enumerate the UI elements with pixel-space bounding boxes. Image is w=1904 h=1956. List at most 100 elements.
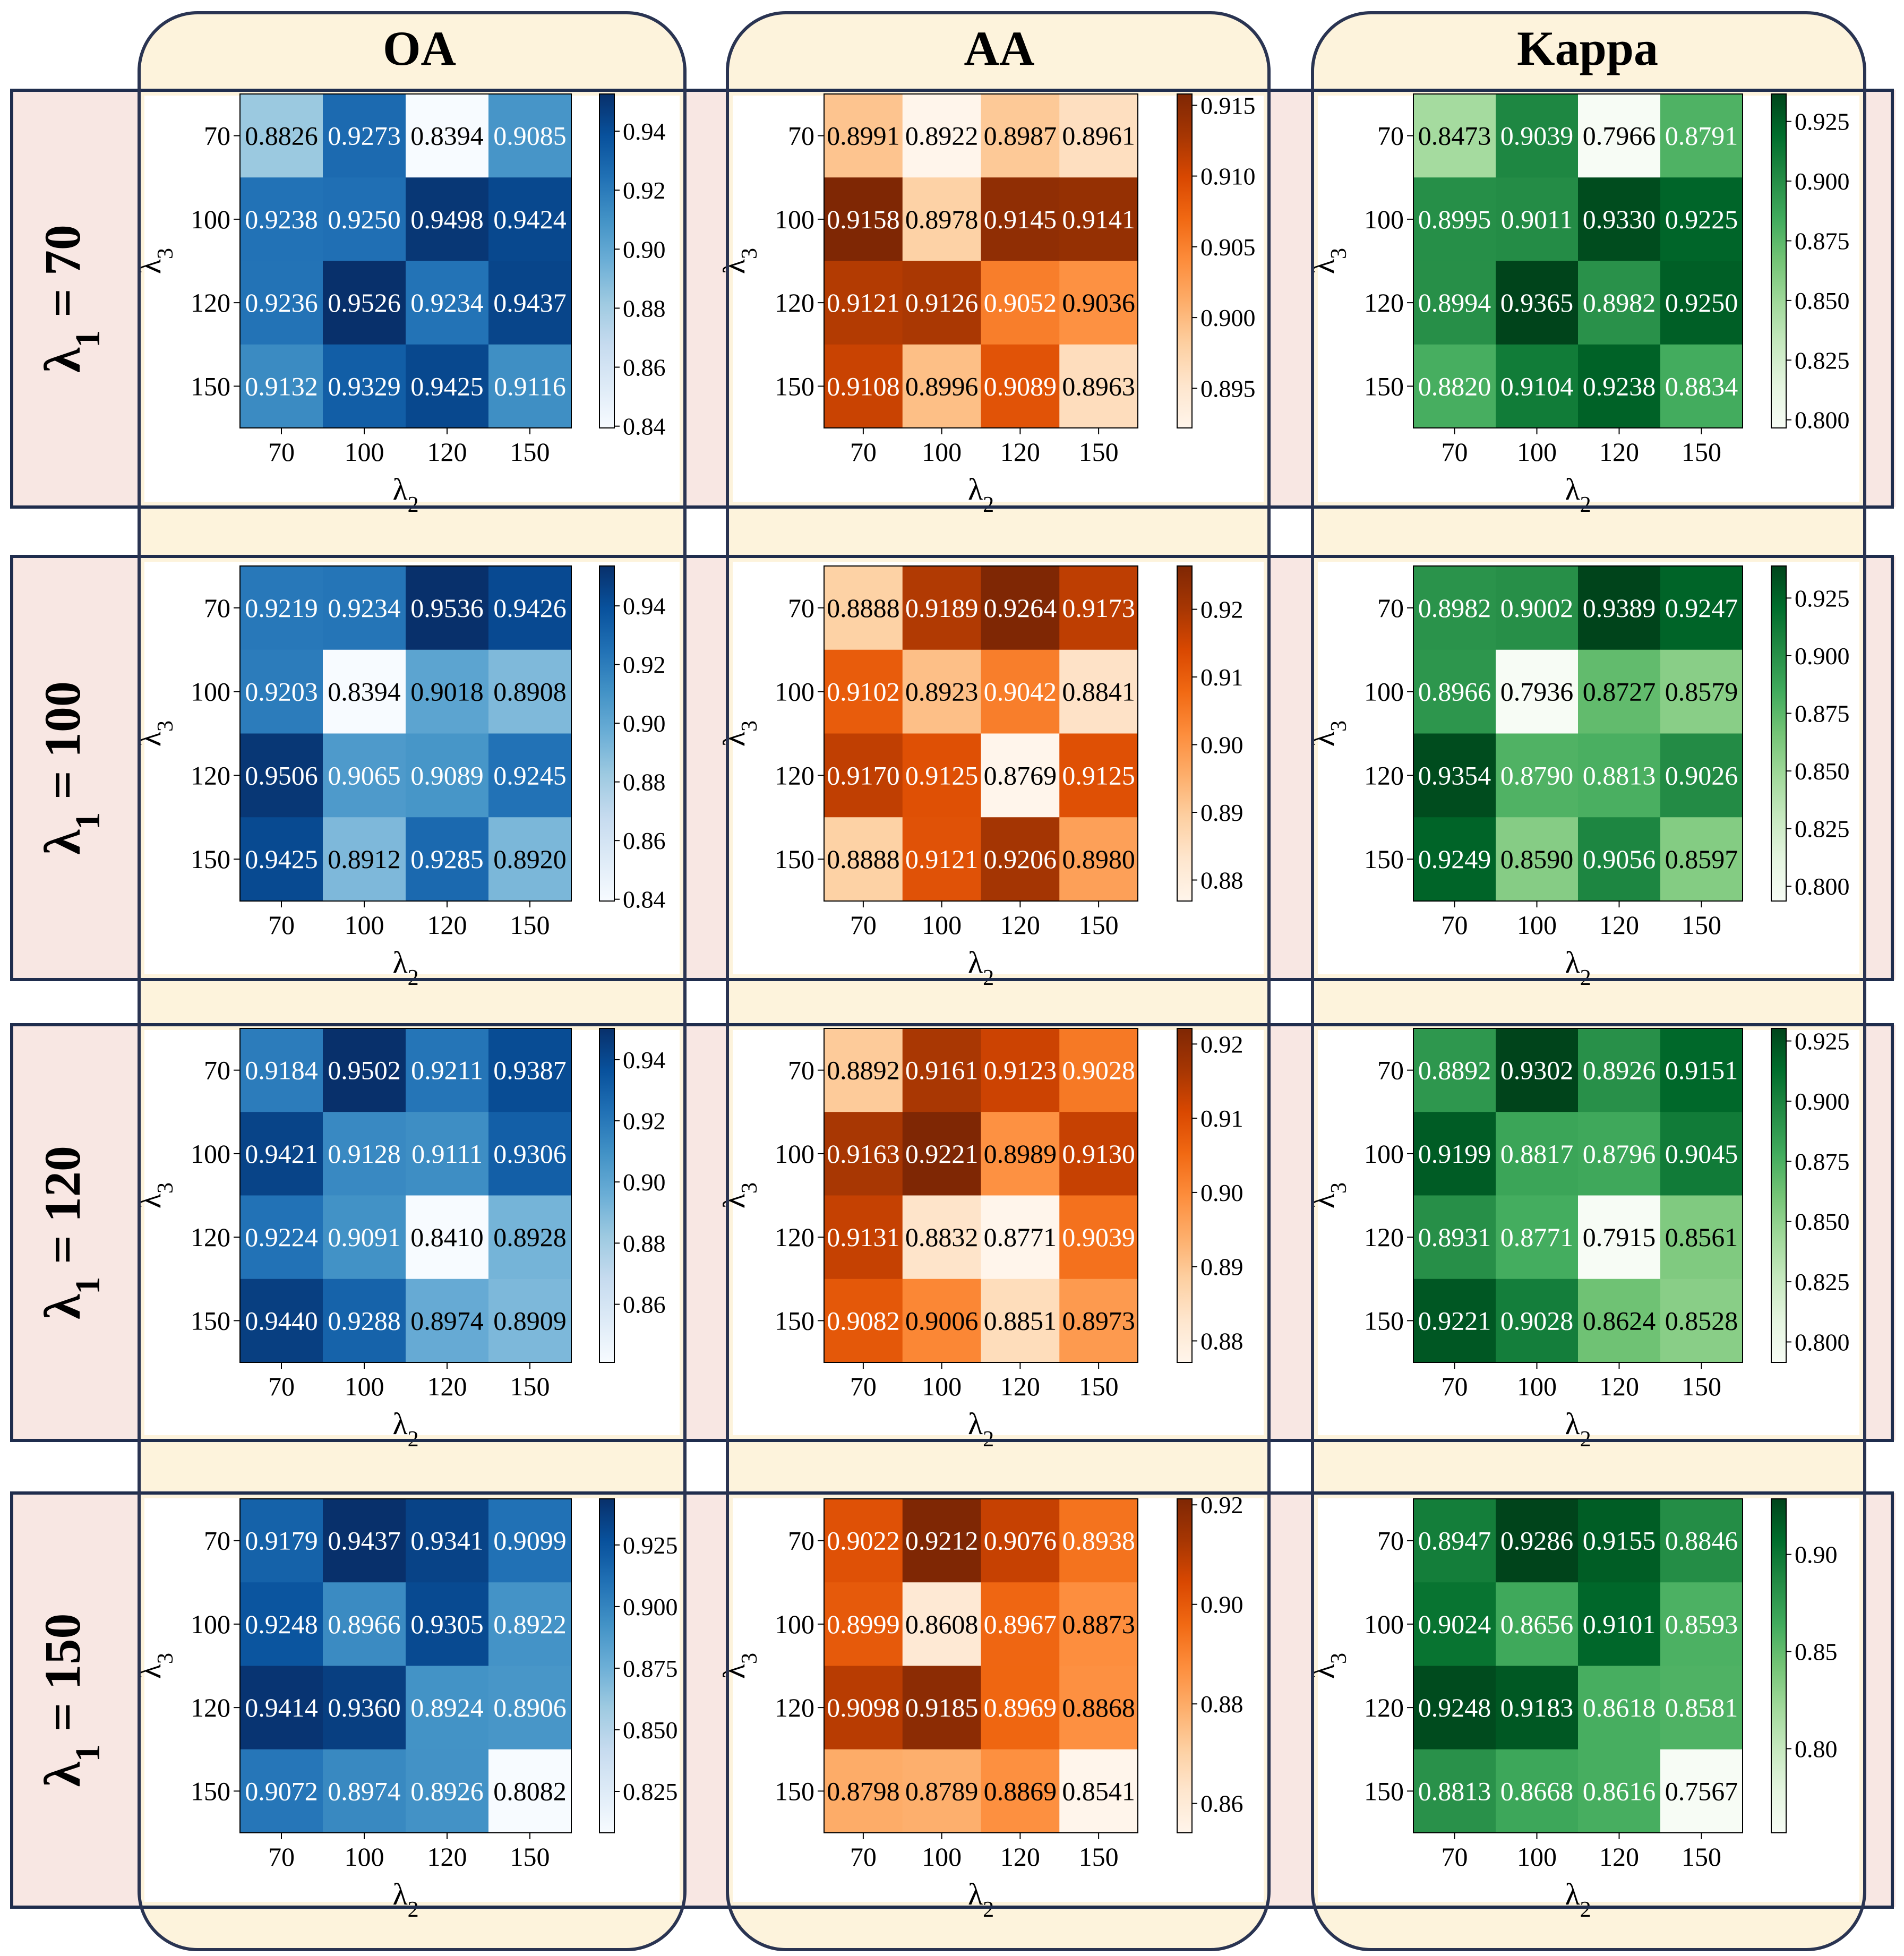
y-tick-label: 100 bbox=[191, 1139, 230, 1169]
colorbar-tick-label: 0.900 bbox=[1795, 1088, 1850, 1115]
heatmap-cell bbox=[240, 94, 323, 178]
cell-value-label: 0.9502 bbox=[328, 1056, 401, 1085]
colorbar-tick-label: 0.90 bbox=[623, 1169, 666, 1196]
cell-value-label: 0.9089 bbox=[410, 760, 484, 790]
cell-value-label: 0.9424 bbox=[493, 204, 567, 234]
cell-value-label: 0.9072 bbox=[245, 1776, 318, 1806]
heatmap-cell bbox=[1413, 817, 1496, 902]
colorbar bbox=[1177, 1498, 1193, 1833]
colorbar-tick-label: 0.88 bbox=[1200, 867, 1243, 894]
heatmap-cell bbox=[824, 261, 903, 345]
cell-value-label: 0.9247 bbox=[1665, 593, 1738, 623]
x-tick-label: 120 bbox=[1000, 437, 1040, 467]
cell-value-label: 0.9158 bbox=[827, 204, 900, 234]
cell-value-label: 0.9250 bbox=[328, 204, 401, 234]
cell-value-label: 0.9132 bbox=[245, 371, 318, 401]
heatmap-cell bbox=[824, 1112, 903, 1196]
heatmap-cell bbox=[1660, 1028, 1743, 1112]
heatmap-cell bbox=[1059, 1112, 1138, 1196]
cell-value-label: 0.8771 bbox=[1500, 1222, 1574, 1252]
heatmap-cell bbox=[323, 1195, 406, 1280]
column-header-aa: AA bbox=[964, 21, 1035, 75]
cell-value-label: 0.8963 bbox=[1062, 371, 1135, 401]
heatmap-cell bbox=[1496, 817, 1579, 902]
cell-value-label: 0.9101 bbox=[1583, 1609, 1656, 1639]
y-tick-label: 70 bbox=[1377, 1526, 1404, 1556]
y-tick-label: 100 bbox=[1364, 1139, 1404, 1169]
x-tick-label: 100 bbox=[922, 437, 962, 467]
cell-value-label: 0.8892 bbox=[827, 1056, 900, 1085]
cell-value-label: 0.8394 bbox=[328, 677, 401, 707]
heatmap-cell bbox=[1059, 1499, 1138, 1583]
cell-value-label: 0.9121 bbox=[827, 288, 900, 318]
y-axis-label: λ3 bbox=[717, 1182, 762, 1208]
cell-value-label: 0.8796 bbox=[1583, 1139, 1656, 1169]
heatmap-cell bbox=[1578, 1666, 1661, 1750]
colorbar-tick-label: 0.900 bbox=[1795, 642, 1850, 670]
heatmap-cell bbox=[981, 1112, 1060, 1196]
heatmap-cell bbox=[406, 177, 489, 261]
cell-value-label: 0.9536 bbox=[410, 593, 484, 623]
y-tick-label: 100 bbox=[1364, 677, 1404, 707]
heatmap-cell bbox=[902, 261, 981, 345]
row-header-lambda1-150: λ1 = 150 bbox=[34, 1614, 107, 1787]
y-tick-label: 100 bbox=[775, 204, 814, 234]
y-tick-label: 70 bbox=[1377, 1056, 1404, 1085]
heatmap-cell bbox=[824, 817, 903, 902]
heatmap-cell bbox=[824, 1028, 903, 1112]
cell-value-label: 0.9111 bbox=[411, 1139, 483, 1169]
cell-value-label: 0.8928 bbox=[493, 1222, 567, 1252]
heatmap-cell bbox=[240, 1749, 323, 1833]
heatmap-cell bbox=[240, 1195, 323, 1280]
cell-value-label: 0.8926 bbox=[1583, 1056, 1656, 1085]
cell-value-label: 0.9155 bbox=[1583, 1526, 1656, 1556]
colorbar-tick-label: 0.85 bbox=[1795, 1638, 1838, 1666]
heatmap-cell bbox=[1413, 261, 1496, 345]
heatmap-cell bbox=[981, 177, 1060, 261]
heatmap-cell bbox=[1578, 1112, 1661, 1196]
heatmap-cell bbox=[488, 94, 572, 178]
heatmap-cell bbox=[1059, 94, 1138, 178]
x-tick-label: 70 bbox=[850, 1371, 877, 1401]
cell-value-label: 0.9221 bbox=[905, 1139, 979, 1169]
y-tick-label: 120 bbox=[775, 1693, 814, 1722]
cell-value-label: 0.8926 bbox=[410, 1776, 484, 1806]
cell-value-label: 0.7966 bbox=[1583, 121, 1656, 151]
cell-value-label: 0.9238 bbox=[245, 204, 318, 234]
plot-border bbox=[824, 93, 1138, 428]
heatmap-cell bbox=[1660, 1279, 1743, 1363]
heatmap-oa-lambda1-120: 0.9184 0.9502 0.9211 0.9387 0.9421 0.9128 0.91… bbox=[133, 1028, 680, 1452]
heatmap-cell bbox=[1578, 566, 1661, 650]
heatmap-oa-lambda1-100: 0.9219 0.9234 0.9536 0.9426 0.9203 0.8394 0.90… bbox=[133, 562, 680, 990]
heatmap-cell bbox=[1496, 261, 1579, 345]
colorbar-tick-label: 0.94 bbox=[623, 1046, 666, 1074]
x-tick-label: 120 bbox=[1599, 437, 1639, 467]
colorbar-tick-label: 0.875 bbox=[1795, 228, 1850, 255]
cell-value-label: 0.8846 bbox=[1665, 1526, 1738, 1556]
cell-value-label: 0.8851 bbox=[984, 1306, 1057, 1335]
heatmap-cell bbox=[323, 649, 406, 734]
heatmap-cell bbox=[1413, 1279, 1496, 1363]
y-axis-label: λ3 bbox=[717, 1653, 762, 1679]
heatmap-cell bbox=[981, 1028, 1060, 1112]
y-tick-label: 100 bbox=[191, 677, 230, 707]
cell-value-label: 0.8727 bbox=[1583, 677, 1656, 707]
cell-value-label: 0.9341 bbox=[410, 1526, 484, 1556]
heatmap-cell bbox=[1496, 177, 1579, 261]
heatmap-cell bbox=[406, 261, 489, 345]
heatmap-cell bbox=[824, 649, 903, 734]
y-tick-label: 150 bbox=[191, 371, 230, 401]
cell-value-label: 0.8994 bbox=[1418, 288, 1491, 318]
heatmap-cell bbox=[323, 1499, 406, 1583]
cell-value-label: 0.9141 bbox=[1062, 204, 1135, 234]
cell-value-label: 0.9414 bbox=[245, 1693, 318, 1722]
cell-value-label: 0.9116 bbox=[494, 371, 566, 401]
cell-value-label: 0.9236 bbox=[245, 288, 318, 318]
heatmap-cell bbox=[323, 1582, 406, 1666]
cell-value-label: 0.8966 bbox=[328, 1609, 401, 1639]
heatmap-cell bbox=[488, 733, 572, 818]
cell-value-label: 0.8789 bbox=[905, 1776, 979, 1806]
y-tick-label: 70 bbox=[788, 1056, 814, 1085]
column-frame bbox=[138, 11, 687, 1951]
